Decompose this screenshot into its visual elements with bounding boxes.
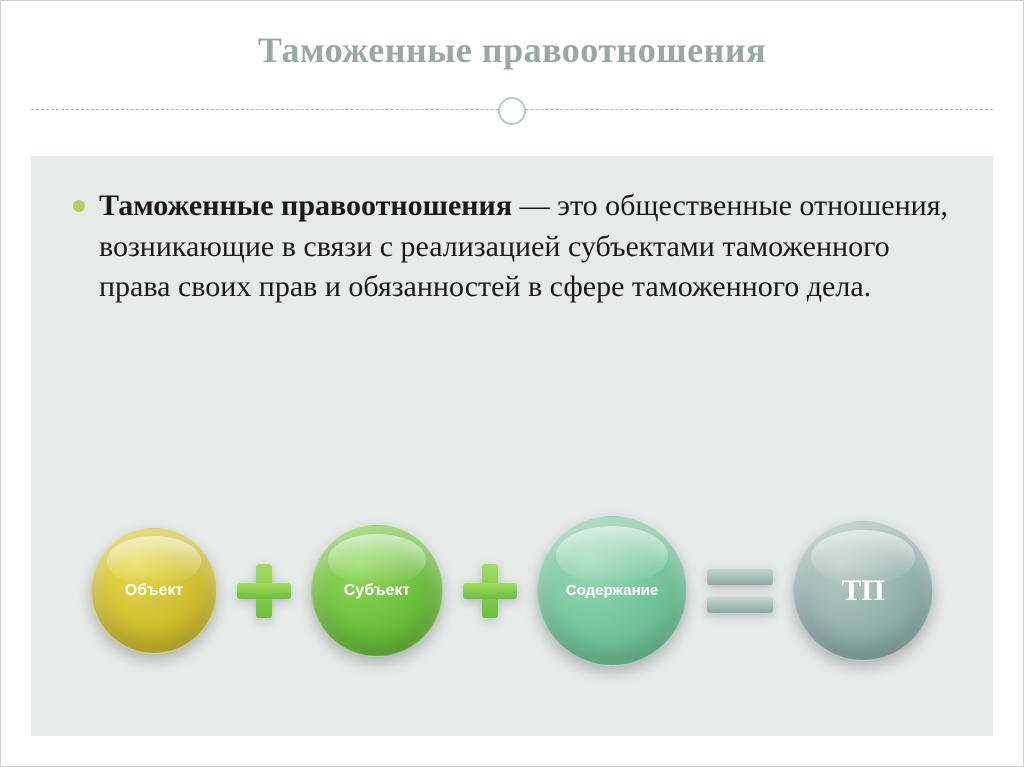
circle-object: Объект bbox=[91, 528, 217, 654]
divider-circle-icon bbox=[498, 97, 526, 125]
equation-diagram: Объект Субъект Содержание ТП bbox=[31, 516, 993, 666]
plus-icon bbox=[463, 564, 517, 618]
circle-object-label: Объект bbox=[125, 582, 184, 600]
circle-content: Содержание bbox=[537, 516, 687, 666]
circle-result: ТП bbox=[793, 521, 933, 661]
slide: Таможенные правоотношения Таможенные пра… bbox=[0, 0, 1024, 767]
slide-title: Таможенные правоотношения bbox=[1, 29, 1023, 71]
definition-text: Таможенные правоотношения — это обществе… bbox=[99, 186, 951, 308]
circle-result-label: ТП bbox=[841, 574, 884, 608]
equals-icon bbox=[707, 564, 773, 618]
circle-subject: Субъект bbox=[311, 525, 443, 657]
definition-term: Таможенные правоотношения bbox=[99, 189, 512, 222]
circle-content-label: Содержание bbox=[566, 582, 658, 599]
bullet-icon bbox=[73, 200, 85, 212]
divider bbox=[1, 91, 1023, 131]
definition-block: Таможенные правоотношения — это обществе… bbox=[73, 186, 951, 308]
title-area: Таможенные правоотношения bbox=[1, 1, 1023, 91]
circle-subject-label: Субъект bbox=[344, 582, 411, 600]
content-area: Таможенные правоотношения — это обществе… bbox=[31, 156, 993, 736]
plus-icon bbox=[237, 564, 291, 618]
